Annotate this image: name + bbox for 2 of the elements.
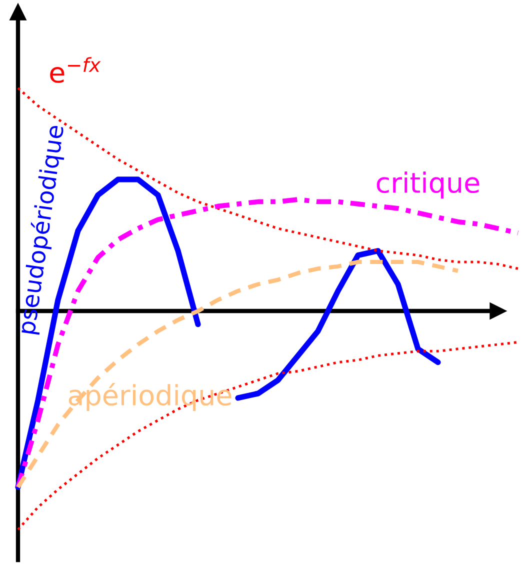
- series-label: critique: [376, 172, 480, 198]
- series-label: e$^{−fx}$: [50, 57, 101, 83]
